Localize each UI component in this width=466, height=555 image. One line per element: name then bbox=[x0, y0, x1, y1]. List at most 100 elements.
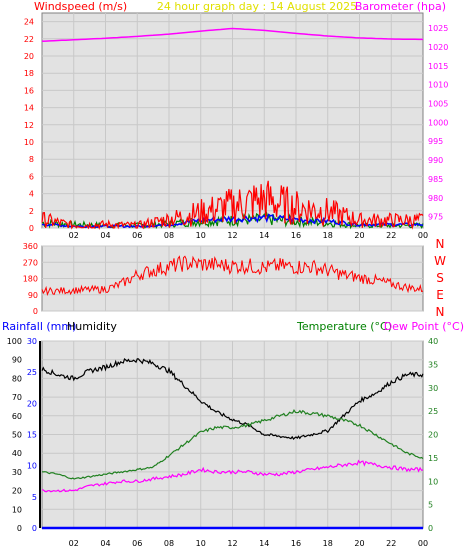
windspeed-tick-label: 8 bbox=[29, 155, 34, 164]
windspeed-avg-line bbox=[41, 213, 424, 229]
temperature-tick-label: 5 bbox=[428, 501, 433, 510]
header-barometer-label: Barometer (hpa) bbox=[355, 0, 446, 13]
windspeed-tick-label: 20 bbox=[24, 52, 34, 61]
humidity-hour-tick-label: 04 bbox=[100, 539, 110, 548]
windspeed-tick-label: 24 bbox=[24, 18, 34, 27]
temperature-line bbox=[41, 408, 424, 480]
humidity-hour-tick-label: 22 bbox=[386, 539, 396, 548]
humidity-tick-label: 20 bbox=[12, 487, 22, 496]
wind-hour-tick-label: 16 bbox=[291, 231, 301, 240]
barometer-tick-label: 1000 bbox=[428, 118, 448, 127]
wind-hour-tick-label: 22 bbox=[386, 231, 396, 240]
direction-tick-label: 90 bbox=[28, 291, 38, 300]
wind-hour-tick-label: 04 bbox=[100, 231, 110, 240]
temperature-tick-label: 30 bbox=[428, 384, 438, 393]
humidity-hour-tick-label: 06 bbox=[132, 539, 142, 548]
wind-hour-tick-label: 12 bbox=[227, 231, 237, 240]
direction-tick-label: 360 bbox=[23, 242, 38, 251]
rain-tick-label: 20 bbox=[27, 399, 37, 408]
barometer-line bbox=[41, 27, 423, 43]
humidity-hour-tick-label: 14 bbox=[259, 539, 269, 548]
temperature-tick-label: 15 bbox=[428, 454, 438, 463]
rainfall-axis-label: Rainfall (mm) bbox=[2, 320, 76, 333]
axis-labels: 0246810121416182022249759809859909951000… bbox=[7, 18, 449, 548]
windspeed-tick-label: 2 bbox=[29, 207, 34, 216]
humidity-tick-label: 10 bbox=[12, 505, 22, 514]
windspeed-tick-label: 22 bbox=[24, 35, 34, 44]
wind-hour-tick-label: 18 bbox=[323, 231, 333, 240]
direction-tick-label: 270 bbox=[23, 258, 38, 267]
humidity-tick-label: 60 bbox=[12, 412, 22, 421]
humidity-tick-label: 70 bbox=[12, 393, 22, 402]
barometer-tick-label: 1010 bbox=[428, 81, 448, 90]
temperature-tick-label: 10 bbox=[428, 477, 438, 486]
barometer-tick-label: 1020 bbox=[428, 43, 448, 52]
compass-label: E bbox=[436, 288, 444, 302]
wind-hour-tick-label: 08 bbox=[164, 231, 174, 240]
wind-hour-tick-label: 00 bbox=[418, 231, 428, 240]
windspeed-tick-label: 18 bbox=[24, 69, 34, 78]
humidity-tick-label: 100 bbox=[7, 337, 22, 346]
temperature-tick-label: 20 bbox=[428, 431, 438, 440]
humidity-hour-tick-label: 20 bbox=[354, 539, 364, 548]
barometer-tick-label: 985 bbox=[428, 175, 443, 184]
dewpoint-line bbox=[41, 459, 424, 493]
data-series bbox=[39, 27, 424, 530]
windspeed-tick-label: 0 bbox=[29, 224, 34, 233]
header-windspeed-label: Windspeed (m/s) bbox=[34, 0, 127, 13]
direction-line bbox=[41, 255, 424, 297]
humidity-hour-tick-label: 08 bbox=[164, 539, 174, 548]
humidity-hour-tick-label: 16 bbox=[291, 539, 301, 548]
wind-hour-tick-label: 20 bbox=[354, 231, 364, 240]
rain-tick-label: 0 bbox=[32, 524, 37, 533]
dewpoint-axis-label: Dew Point (°C) bbox=[384, 320, 464, 333]
barometer-tick-label: 975 bbox=[428, 213, 443, 222]
temperature-axis-label: Temperature (°C) bbox=[296, 320, 392, 333]
barometer-tick-label: 1025 bbox=[428, 24, 448, 33]
humidity-tick-label: 80 bbox=[12, 374, 22, 383]
humidity-tick-label: 90 bbox=[12, 356, 22, 365]
wind-hour-tick-label: 10 bbox=[196, 231, 206, 240]
windspeed-tick-label: 16 bbox=[24, 86, 34, 95]
humidity-axis-label: Humidity bbox=[67, 320, 117, 333]
humidity-tick-label: 30 bbox=[12, 468, 22, 477]
barometer-tick-label: 995 bbox=[428, 137, 443, 146]
windspeed-tick-label: 6 bbox=[29, 172, 34, 181]
wind-hour-tick-label: 14 bbox=[259, 231, 269, 240]
windspeed-tick-label: 12 bbox=[24, 121, 34, 130]
header-date-title: 24 hour graph day : 14 August 2025 bbox=[157, 0, 357, 13]
humidity-tick-label: 40 bbox=[12, 449, 22, 458]
rain-tick-label: 10 bbox=[27, 462, 37, 471]
humidity-hour-tick-label: 02 bbox=[69, 539, 79, 548]
temperature-tick-label: 35 bbox=[428, 360, 438, 369]
windspeed-tick-label: 14 bbox=[24, 104, 34, 113]
barometer-tick-label: 1005 bbox=[428, 100, 448, 109]
humidity-hour-tick-label: 10 bbox=[196, 539, 206, 548]
rain-tick-label: 15 bbox=[27, 431, 37, 440]
wind-hour-tick-label: 06 bbox=[132, 231, 142, 240]
temperature-tick-label: 0 bbox=[428, 524, 433, 533]
temperature-tick-label: 25 bbox=[428, 407, 438, 416]
grid-lines bbox=[42, 13, 423, 529]
rain-tick-label: 25 bbox=[27, 368, 37, 377]
windspeed-tick-label: 4 bbox=[29, 190, 34, 199]
compass-label: N bbox=[436, 305, 445, 319]
humidity-tick-label: 0 bbox=[17, 524, 22, 533]
humidity-hour-tick-label: 00 bbox=[418, 539, 428, 548]
humidity-hour-tick-label: 18 bbox=[323, 539, 333, 548]
rain-tick-label: 5 bbox=[32, 493, 37, 502]
compass-label: N bbox=[436, 237, 445, 251]
rain-tick-label: 30 bbox=[27, 337, 37, 346]
compass-label: W bbox=[434, 254, 446, 268]
windspeed-gust-line bbox=[41, 180, 424, 230]
humidity-line bbox=[41, 357, 424, 440]
direction-tick-label: 180 bbox=[23, 275, 38, 284]
windspeed-tick-label: 10 bbox=[24, 138, 34, 147]
direction-tick-label: 0 bbox=[33, 307, 38, 316]
temperature-tick-label: 40 bbox=[428, 337, 438, 346]
barometer-tick-label: 1015 bbox=[428, 62, 448, 71]
humidity-tick-label: 50 bbox=[12, 431, 22, 440]
barometer-tick-label: 980 bbox=[428, 194, 443, 203]
wind-hour-tick-label: 02 bbox=[69, 231, 79, 240]
